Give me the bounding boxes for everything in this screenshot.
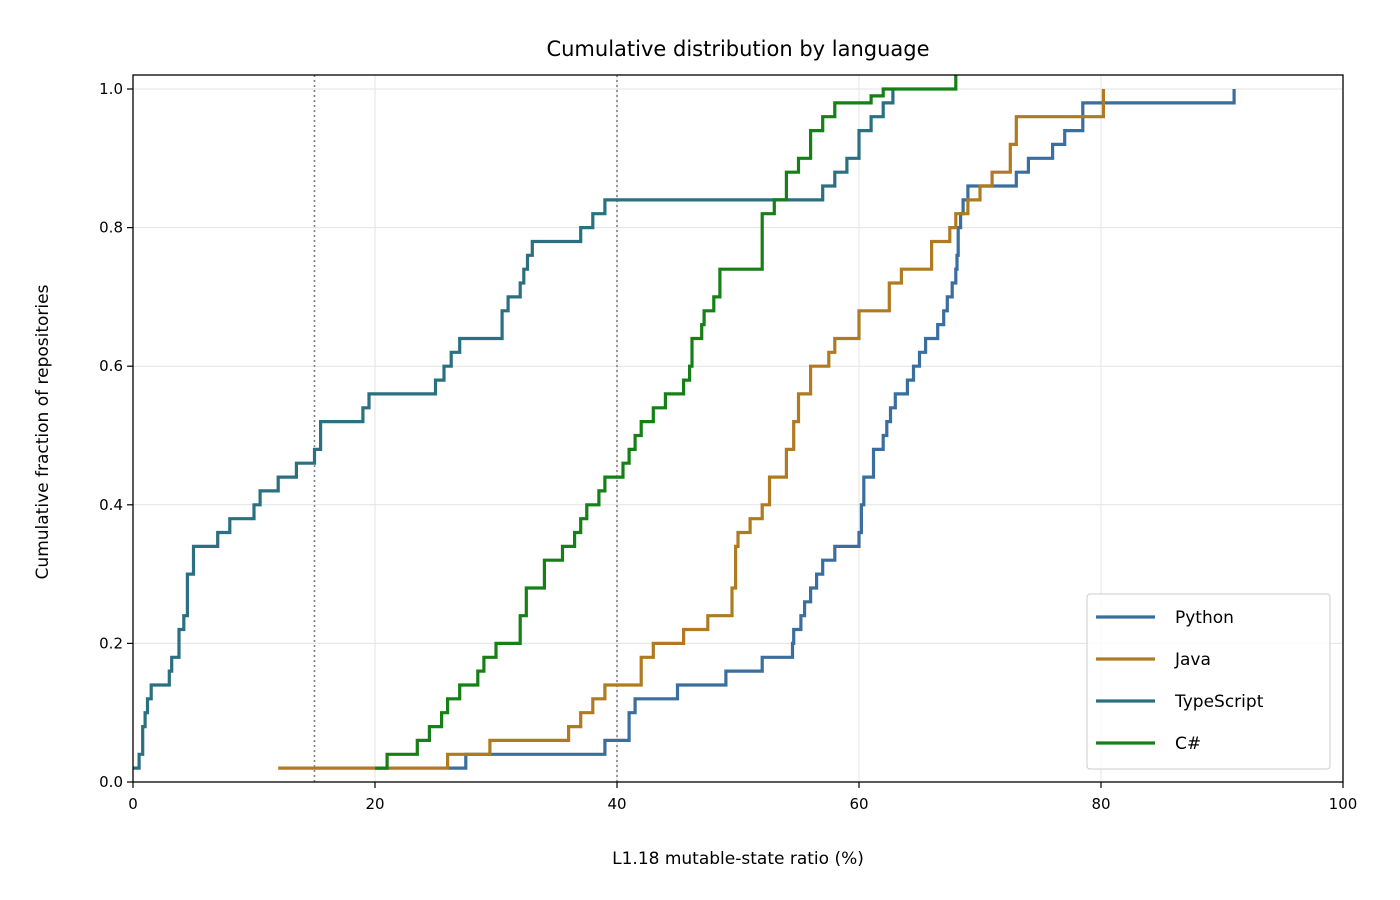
series-line-typescript <box>133 89 895 770</box>
y-tick-label-3: 0.6 <box>99 357 123 375</box>
x-axis-ticks: 0 20 40 60 80 100 <box>128 782 1357 813</box>
legend: Python Java TypeScript C# <box>1086 593 1331 770</box>
x-tick-label-4: 80 <box>1091 795 1110 813</box>
legend-label-1: Java <box>1174 650 1211 670</box>
chart-title: Cumulative distribution by language <box>546 37 929 61</box>
y-axis-ticks: 0.0 0.2 0.4 0.6 0.8 1.0 <box>99 80 133 791</box>
series-line-java <box>278 89 1105 770</box>
legend-label-0: Python <box>1175 608 1234 628</box>
x-tick-label-3: 60 <box>849 795 868 813</box>
x-tick-label-0: 0 <box>128 795 138 813</box>
legend-box <box>1086 593 1331 770</box>
y-axis-label: Cumulative fraction of repositories <box>33 284 53 579</box>
y-tick-label-1: 0.2 <box>99 634 123 652</box>
series-line-c-sharp <box>375 75 958 770</box>
y-tick-label-5: 1.0 <box>99 80 123 98</box>
plot-frame <box>132 74 1344 783</box>
x-axis-label: L1.18 mutable-state ratio (%) <box>612 849 864 869</box>
x-tick-label-2: 40 <box>607 795 626 813</box>
legend-label-2: TypeScript <box>1174 692 1264 712</box>
y-tick-label-2: 0.4 <box>99 496 123 514</box>
x-tick-label-5: 100 <box>1329 795 1358 813</box>
series-lines <box>133 75 1236 770</box>
y-tick-label-0: 0.0 <box>99 773 123 791</box>
y-tick-label-4: 0.8 <box>99 219 123 237</box>
series-line-python <box>447 89 1236 770</box>
x-tick-label-1: 20 <box>365 795 384 813</box>
legend-label-3: C# <box>1175 734 1201 754</box>
